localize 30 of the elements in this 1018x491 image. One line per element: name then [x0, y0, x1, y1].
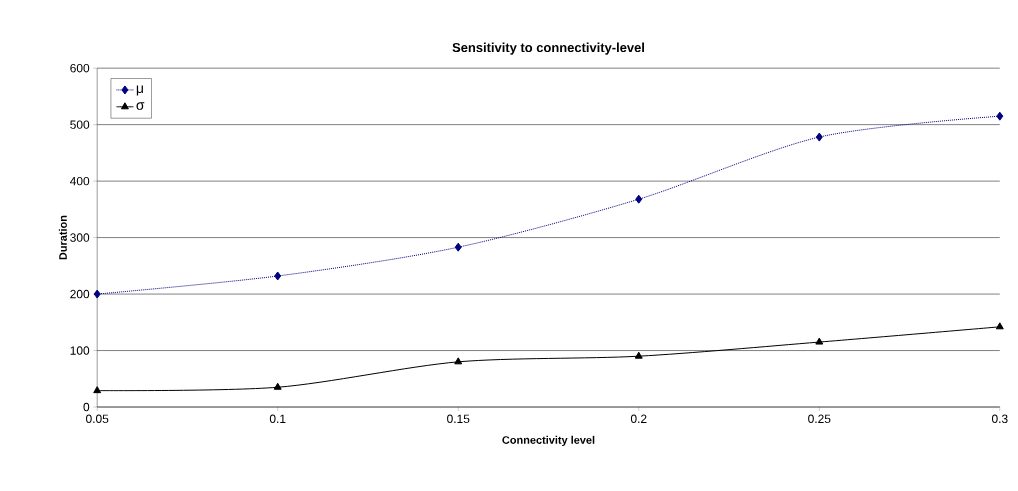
- x-tick-label: 0.15: [447, 414, 470, 423]
- chart-title: Sensitivity to connectivity-level: [452, 42, 644, 55]
- x-tick-label: 0.3: [991, 414, 1008, 423]
- legend-label: μ: [136, 85, 143, 96]
- point: [634, 351, 643, 359]
- y-tick-label: 100: [70, 346, 90, 355]
- y-axis-title: Duration: [58, 215, 67, 260]
- y-tick-label: 500: [70, 120, 90, 129]
- y-tick-label: 300: [70, 233, 90, 242]
- point: [274, 271, 282, 281]
- point: [454, 357, 463, 365]
- point: [815, 132, 823, 142]
- y-tick-label: 200: [70, 289, 90, 299]
- point: [93, 289, 101, 299]
- point: [93, 386, 102, 394]
- x-axis-title: Connectivity level: [502, 435, 595, 446]
- point: [273, 382, 282, 390]
- point: [454, 242, 462, 252]
- point: [996, 111, 1004, 121]
- y-tick-label: 400: [70, 176, 90, 186]
- x-tick-label: 0.05: [86, 414, 109, 423]
- x-tick-label: 0.2: [630, 414, 647, 423]
- y-tick-label: 0: [83, 402, 90, 412]
- x-tick-label: 0.25: [808, 414, 831, 423]
- x-tick-label: 0.1: [269, 414, 286, 423]
- y-tick-label: 600: [70, 63, 90, 73]
- point: [815, 337, 824, 345]
- legend-label: σ: [136, 102, 145, 110]
- point: [995, 322, 1004, 330]
- point: [635, 194, 643, 204]
